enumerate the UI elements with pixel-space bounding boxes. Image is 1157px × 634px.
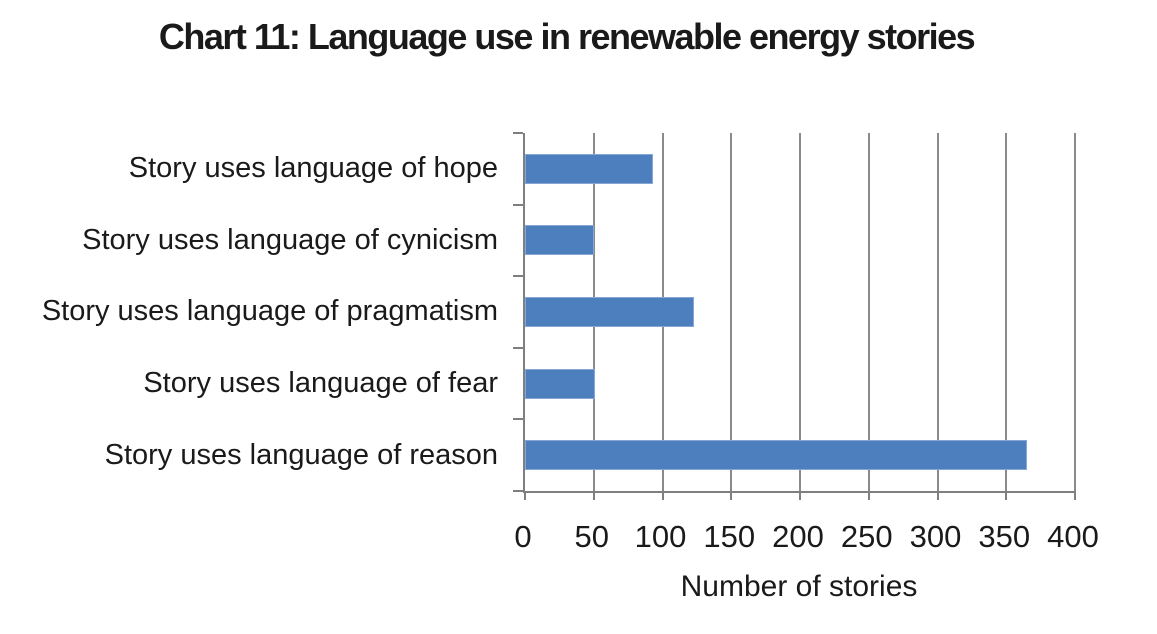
x-tick-label-400: 400 [1047, 519, 1099, 554]
y-tick-mark [513, 203, 523, 206]
gridline-350 [1005, 133, 1008, 491]
gridline-200 [799, 133, 801, 491]
x-tick-mark-50 [592, 491, 595, 500]
x-tick-label-200: 200 [772, 519, 824, 554]
x-tick-mark-350 [1005, 491, 1008, 500]
x-tick-label-350: 350 [978, 519, 1031, 554]
category-label-0: Story uses language of hope [128, 152, 498, 185]
category-label-2: Story uses language of pragmatism [41, 295, 498, 328]
bar-3 [525, 368, 596, 399]
category-label-1: Story uses language of cynicism [82, 223, 498, 256]
bar-0 [525, 153, 653, 184]
x-tick-label-50: 50 [574, 519, 609, 554]
plot-area [513, 132, 1076, 500]
y-tick-mark [513, 132, 523, 134]
y-tick-mark [513, 490, 523, 492]
x-tick-mark-300 [936, 491, 939, 500]
chart-title: Chart 11: Language use in renewable ener… [158, 16, 976, 57]
x-tick-mark-100 [661, 491, 664, 500]
category-label-3: Story uses language of fear [143, 367, 498, 400]
x-tick-mark-400 [1074, 491, 1076, 500]
x-tick-label-300: 300 [909, 519, 962, 554]
x-tick-mark-250 [867, 491, 870, 500]
bar-1 [525, 225, 594, 256]
bar-2 [525, 297, 695, 327]
x-tick-label-150: 150 [703, 519, 756, 554]
y-axis-category-labels: Story uses language of hope Story uses la… [0, 133, 498, 491]
x-tick-mark-0 [524, 491, 526, 500]
gridline-300 [936, 133, 939, 491]
x-tick-label-0: 0 [514, 519, 532, 554]
category-label-4: Story uses language of reason [104, 438, 498, 471]
x-tick-label-100: 100 [634, 519, 687, 554]
x-tick-mark-200 [799, 491, 801, 500]
y-tick-mark [513, 418, 523, 421]
gridline-400 [1074, 133, 1076, 491]
gridline-250 [867, 133, 870, 491]
gridline-150 [730, 133, 733, 491]
bar-4 [525, 440, 1027, 471]
x-axis-title: Number of stories [680, 570, 918, 603]
x-tick-mark-150 [730, 491, 733, 500]
y-tick-mark [513, 275, 523, 278]
y-tick-mark [513, 346, 523, 349]
x-tick-label-250: 250 [840, 519, 893, 554]
x-axis-tick-labels: 0 50 100 150 200 250 300 350 400 [514, 519, 1098, 559]
